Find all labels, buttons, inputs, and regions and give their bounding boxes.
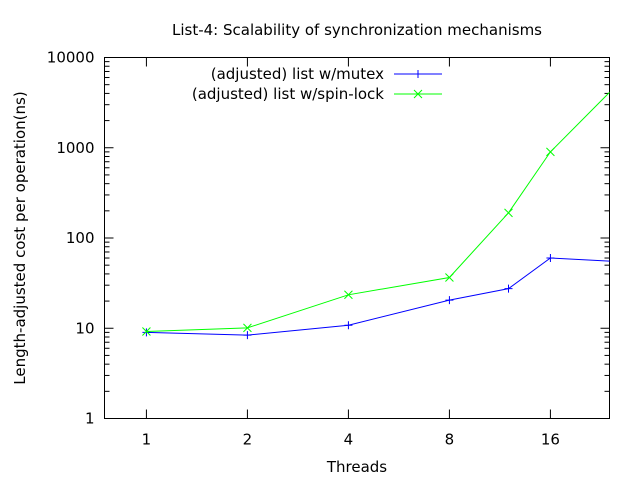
x-tick-label: 16	[541, 431, 560, 449]
y-tick-label: 100	[66, 229, 95, 247]
cross-marker	[344, 290, 353, 300]
y-tick-label: 10000	[47, 49, 95, 67]
x-axis-label: Threads	[326, 458, 387, 476]
legend-label: (adjusted) list w/spin-lock	[192, 85, 384, 103]
series-layer	[142, 92, 610, 340]
plus-marker	[445, 296, 454, 305]
y-axis: 1 10 100 1000 10000	[47, 49, 610, 428]
cross-marker	[546, 147, 555, 157]
y-tick-label: 1	[85, 410, 95, 428]
chart-title: List-4: Scalability of synchronization m…	[172, 21, 542, 39]
cross-marker	[142, 327, 151, 336]
legend: (adjusted) list w/mutex (adjusted) list w…	[192, 65, 442, 103]
cross-marker	[413, 89, 423, 99]
y-axis-label: Length-adjusted cost per operation(ns)	[11, 91, 29, 384]
cross-marker	[445, 273, 454, 282]
plus-marker	[344, 321, 353, 330]
y-tick-label: 10	[75, 319, 94, 337]
series-0	[142, 254, 610, 340]
x-tick-label: 8	[445, 431, 455, 449]
plus-marker	[243, 331, 252, 340]
x-tick-label: 1	[142, 431, 152, 449]
series-line	[146, 92, 610, 332]
x-tick-label: 2	[243, 431, 253, 449]
plot-frame	[104, 57, 610, 419]
legend-label: (adjusted) list w/mutex	[211, 65, 384, 83]
cross-marker	[243, 323, 252, 333]
plus-marker	[504, 284, 513, 293]
y-tick-label: 1000	[56, 139, 94, 157]
plus-marker	[142, 328, 151, 337]
x-tick-label: 4	[344, 431, 354, 449]
series-line	[146, 257, 610, 336]
plus-marker	[546, 254, 555, 263]
x-axis: 1 2 4 8 16	[142, 57, 560, 449]
series-1	[142, 92, 610, 336]
plus-marker	[414, 70, 422, 78]
cross-marker	[504, 208, 513, 218]
